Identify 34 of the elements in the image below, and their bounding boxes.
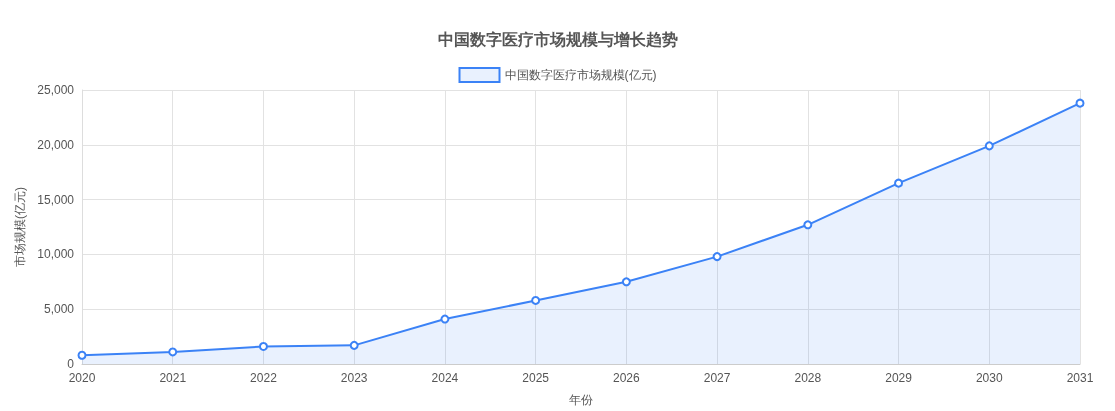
point: [440, 314, 450, 324]
chart-title: 中国数字医疗市场规模与增长趋势: [437, 29, 678, 48]
x-tick-label: 2027: [703, 371, 731, 385]
x-tick-label: 2030: [975, 371, 1003, 385]
x-tick-label: 2031: [1066, 371, 1094, 385]
point: [712, 252, 722, 262]
x-tick-label: 2028: [794, 371, 822, 385]
x-tick-label: 2024: [431, 371, 459, 385]
x-tick-label: 2021: [159, 371, 187, 385]
x-tick-label: 2022: [250, 371, 278, 385]
point: [77, 350, 87, 360]
x-axis-title: 年份: [569, 393, 593, 407]
point: [1075, 98, 1085, 108]
point: [168, 347, 178, 357]
legend-label: 中国数字医疗市场规模(亿元): [504, 68, 657, 82]
x-tick-label: 2020: [68, 371, 96, 385]
y-tick-label: 10,000: [37, 247, 75, 262]
point: [984, 141, 994, 151]
point: [258, 341, 268, 351]
x-tick-label: 2026: [613, 371, 641, 385]
point: [531, 295, 541, 305]
point: [621, 277, 631, 287]
y-tick-label: 0: [67, 357, 75, 371]
x-tick-label: 2029: [885, 371, 913, 385]
point: [803, 220, 813, 230]
y-tick-label: 20,000: [37, 137, 75, 152]
point: [349, 340, 359, 350]
x-tick-label: 2025: [522, 371, 550, 385]
y-tick-label: 25,000: [37, 83, 75, 97]
y-axis-title: 市场规模(亿元): [13, 187, 27, 267]
y-tick-label: 15,000: [37, 192, 75, 207]
y-tick-label: 5,000: [43, 302, 75, 317]
x-tick-label: 2023: [340, 371, 368, 385]
point: [894, 178, 904, 188]
